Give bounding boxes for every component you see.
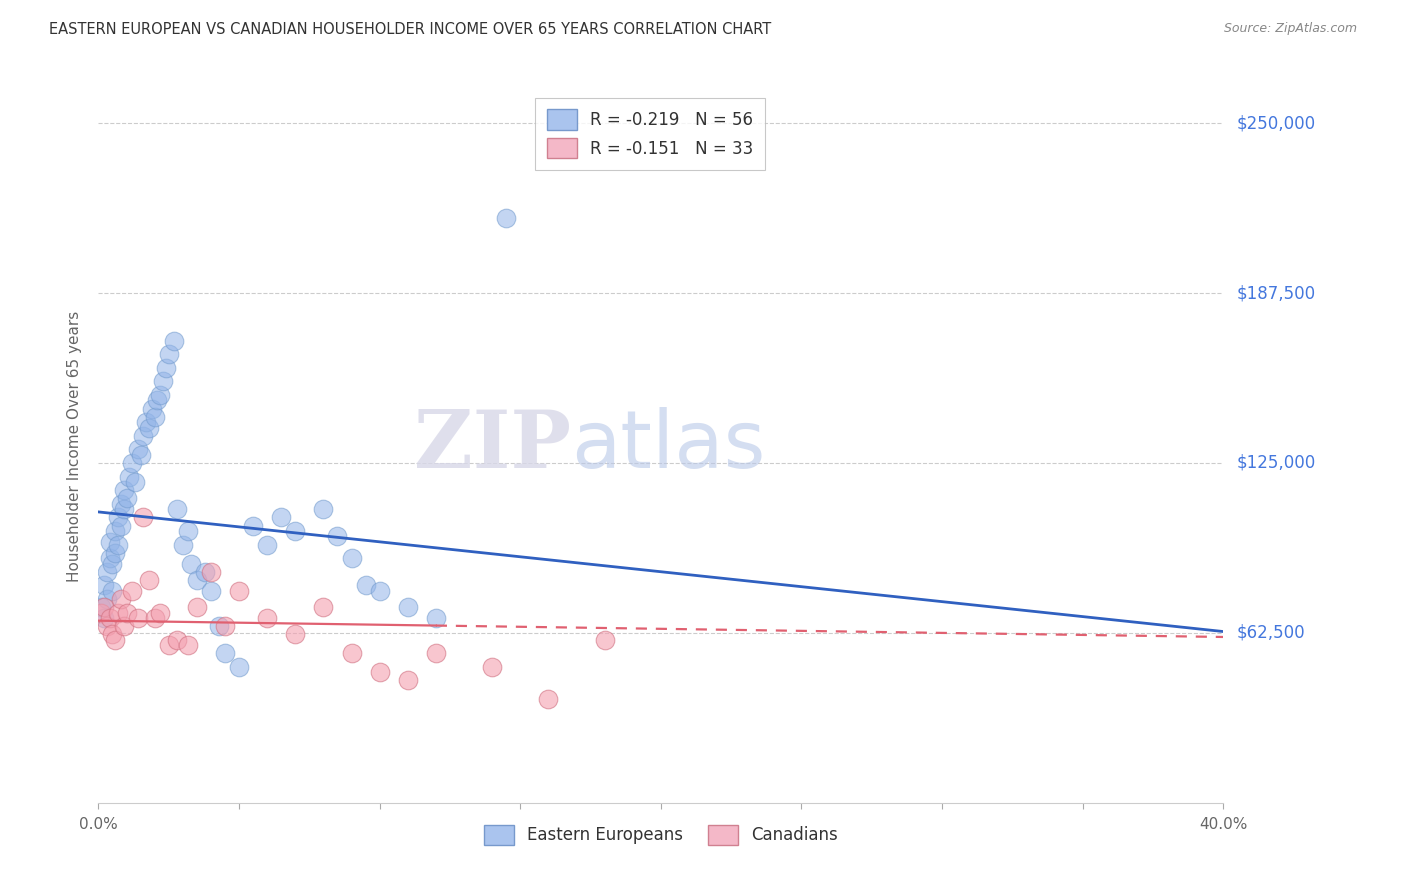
Text: Source: ZipAtlas.com: Source: ZipAtlas.com bbox=[1223, 22, 1357, 36]
Point bbox=[340, 551, 363, 566]
Point bbox=[166, 502, 188, 516]
Point bbox=[354, 578, 377, 592]
Point bbox=[101, 557, 124, 571]
Point bbox=[141, 401, 163, 416]
Point bbox=[96, 619, 118, 633]
Point bbox=[396, 673, 419, 688]
Point bbox=[214, 619, 236, 633]
Point bbox=[124, 475, 146, 489]
Point bbox=[104, 632, 127, 647]
Text: $250,000: $250,000 bbox=[1237, 114, 1316, 132]
Point bbox=[110, 591, 132, 606]
Point bbox=[228, 660, 250, 674]
Point bbox=[495, 211, 517, 226]
Text: $125,000: $125,000 bbox=[1237, 454, 1316, 472]
Point bbox=[112, 619, 135, 633]
Point bbox=[163, 334, 186, 348]
Point bbox=[194, 565, 217, 579]
Point bbox=[101, 627, 124, 641]
Point bbox=[172, 537, 194, 551]
Point bbox=[208, 619, 231, 633]
Point bbox=[312, 600, 335, 615]
Point bbox=[155, 360, 177, 375]
Point bbox=[186, 573, 208, 587]
Point bbox=[115, 491, 138, 506]
Point bbox=[143, 409, 166, 424]
Point bbox=[425, 646, 447, 660]
Point bbox=[200, 565, 222, 579]
Point bbox=[312, 502, 335, 516]
Point bbox=[146, 393, 169, 408]
Point bbox=[112, 502, 135, 516]
Legend: Eastern Europeans, Canadians: Eastern Europeans, Canadians bbox=[474, 814, 848, 855]
Point bbox=[228, 583, 250, 598]
Point bbox=[129, 448, 152, 462]
Point bbox=[149, 388, 172, 402]
Point bbox=[396, 600, 419, 615]
Y-axis label: Householder Income Over 65 years: Householder Income Over 65 years bbox=[67, 310, 83, 582]
Point bbox=[368, 583, 391, 598]
Point bbox=[121, 583, 143, 598]
Point bbox=[166, 632, 188, 647]
Point bbox=[104, 524, 127, 538]
Point bbox=[110, 497, 132, 511]
Point bbox=[96, 591, 118, 606]
Point bbox=[138, 420, 160, 434]
Point bbox=[115, 606, 138, 620]
Point bbox=[340, 646, 363, 660]
Point bbox=[149, 606, 172, 620]
Point bbox=[104, 546, 127, 560]
Point bbox=[132, 429, 155, 443]
Text: EASTERN EUROPEAN VS CANADIAN HOUSEHOLDER INCOME OVER 65 YEARS CORRELATION CHART: EASTERN EUROPEAN VS CANADIAN HOUSEHOLDER… bbox=[49, 22, 772, 37]
Text: $62,500: $62,500 bbox=[1237, 624, 1306, 642]
Point bbox=[118, 469, 141, 483]
Point bbox=[425, 611, 447, 625]
Point bbox=[101, 583, 124, 598]
Point bbox=[368, 665, 391, 680]
Point bbox=[121, 456, 143, 470]
Point bbox=[180, 557, 202, 571]
Text: ZIP: ZIP bbox=[413, 407, 571, 485]
Text: atlas: atlas bbox=[571, 407, 765, 485]
Point bbox=[186, 600, 208, 615]
Point bbox=[90, 606, 112, 620]
Point bbox=[132, 510, 155, 524]
Point bbox=[593, 632, 616, 647]
Point bbox=[157, 347, 180, 361]
Point bbox=[177, 638, 200, 652]
Point bbox=[481, 660, 503, 674]
Point bbox=[284, 627, 307, 641]
Point bbox=[107, 510, 129, 524]
Point bbox=[537, 692, 560, 706]
Point bbox=[270, 510, 292, 524]
Point bbox=[112, 483, 135, 498]
Point bbox=[110, 518, 132, 533]
Point bbox=[256, 611, 278, 625]
Point bbox=[127, 611, 149, 625]
Point bbox=[152, 375, 174, 389]
Point bbox=[135, 415, 157, 429]
Text: $187,500: $187,500 bbox=[1237, 284, 1316, 302]
Point bbox=[200, 583, 222, 598]
Point bbox=[157, 638, 180, 652]
Point bbox=[138, 573, 160, 587]
Point bbox=[98, 611, 121, 625]
Point bbox=[256, 537, 278, 551]
Point bbox=[98, 534, 121, 549]
Point bbox=[326, 529, 349, 543]
Point bbox=[177, 524, 200, 538]
Point bbox=[284, 524, 307, 538]
Point bbox=[93, 600, 115, 615]
Point bbox=[107, 606, 129, 620]
Point bbox=[242, 518, 264, 533]
Point bbox=[93, 611, 115, 625]
Point bbox=[98, 551, 121, 566]
Point bbox=[93, 578, 115, 592]
Point bbox=[96, 565, 118, 579]
Point bbox=[127, 442, 149, 457]
Point bbox=[214, 646, 236, 660]
Point bbox=[90, 600, 112, 615]
Point bbox=[107, 537, 129, 551]
Point bbox=[143, 611, 166, 625]
